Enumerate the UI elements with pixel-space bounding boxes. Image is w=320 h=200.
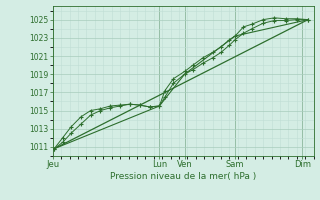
X-axis label: Pression niveau de la mer( hPa ): Pression niveau de la mer( hPa ) — [110, 172, 256, 181]
